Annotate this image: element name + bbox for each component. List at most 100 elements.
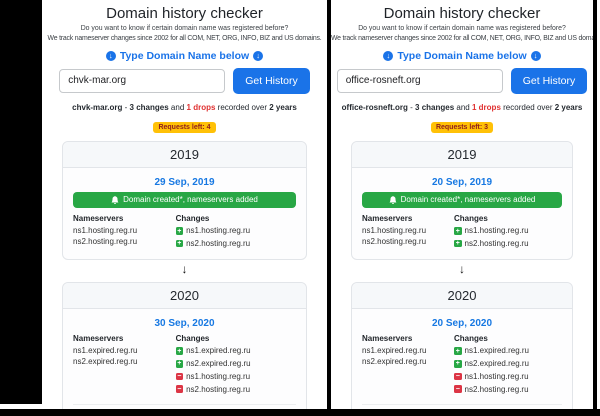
arrow-down-icon: ↓ (459, 261, 465, 276)
add-icon: + (454, 347, 462, 355)
banner-text: Domain created*, nameservers added (400, 195, 536, 205)
history-entry: 20 Sep, 2019 Domain created*, nameserver… (362, 177, 562, 251)
get-history-button[interactable]: Get History (233, 67, 310, 94)
page-title: Domain history checker (383, 5, 541, 22)
black-left-bar (0, 0, 42, 404)
change-host: ns2.hosting.reg.ru (464, 384, 529, 394)
change-host: ns1.hosting.reg.ru (186, 371, 251, 381)
subtitle-line-2: We track nameserver changes since 2002 f… (331, 35, 593, 43)
change-host: ns1.hosting.reg.ru (186, 226, 251, 236)
nameserver: ns2.expired.reg.ru (73, 357, 138, 367)
summary-line: chvk-mar.org - 3 changes and 1 drops rec… (42, 103, 327, 112)
year-header: 2020 (352, 282, 572, 309)
entry-divider (362, 404, 562, 406)
change-row: + ns2.expired.reg.ru (175, 358, 296, 369)
change-row: − ns2.hosting.reg.ru (175, 384, 296, 395)
subtitle-line-1: Do you want to know if certain domain na… (80, 25, 289, 32)
change-host: ns2.expired.reg.ru (464, 359, 529, 369)
changes-header: Changes (454, 333, 488, 343)
add-icon: + (454, 239, 462, 248)
change-row: + ns1.hosting.reg.ru (175, 225, 296, 236)
add-icon: + (454, 360, 462, 368)
add-icon: + (175, 360, 184, 368)
change-row: + ns2.hosting.reg.ru (454, 238, 562, 249)
nameservers-header: Nameservers (362, 213, 413, 223)
nameserver: ns1.expired.reg.ru (73, 345, 138, 355)
entry-date: 20 Sep, 2019 (431, 176, 493, 188)
change-host: ns2.hosting.reg.ru (186, 239, 251, 249)
changes-header: Changes (175, 213, 210, 223)
nameservers-header: Nameservers (73, 333, 124, 343)
black-bottom-bar (0, 409, 600, 416)
add-icon: + (175, 227, 184, 235)
nameserver: ns2.hosting.reg.ru (362, 237, 427, 247)
changes-header: Changes (175, 333, 210, 343)
bell-icon (111, 195, 119, 204)
arrow-down-icon: ↓ (181, 261, 188, 276)
entry-divider (73, 404, 296, 406)
get-history-button[interactable]: Get History (510, 67, 588, 94)
nameserver: ns2.hosting.reg.ru (73, 237, 138, 247)
add-icon: + (175, 347, 184, 355)
prompt-row: ↓ Type Domain Name below ↓ (42, 50, 327, 62)
change-host: ns1.hosting.reg.ru (464, 226, 529, 236)
history-entry: 29 Sep, 2019 Domain created*, nameserver… (73, 177, 296, 251)
summary-domain: office-rosneft.org (341, 102, 408, 112)
summary-changes: 3 changes (129, 102, 169, 112)
arrow-down-circle-icon: ↓ (253, 50, 264, 61)
summary-recorded: recorded over (217, 102, 268, 112)
remove-icon: − (454, 385, 462, 393)
add-icon: + (175, 239, 184, 248)
summary-years: 2 years (269, 102, 297, 112)
change-host: ns2.hosting.reg.ru (464, 239, 529, 249)
change-row: + ns2.expired.reg.ru (454, 358, 562, 369)
remove-icon: − (454, 372, 462, 381)
summary-recorded: recorded over (503, 102, 553, 112)
black-middle-divider (327, 0, 331, 416)
change-row: − ns2.hosting.reg.ru (454, 384, 562, 395)
nameserver: ns2.expired.reg.ru (362, 357, 427, 367)
requests-left-badge: Requests left: 4 (153, 121, 216, 133)
domain-checker-panel-right: Domain history checker Do you want to kn… (331, 0, 593, 409)
black-right-border (593, 0, 597, 416)
summary-domain: chvk-mar.org (72, 102, 123, 112)
change-host: ns1.expired.reg.ru (186, 346, 251, 356)
domain-input[interactable] (59, 68, 226, 93)
change-row: − ns1.hosting.reg.ru (454, 371, 562, 382)
domain-input[interactable] (336, 68, 503, 93)
history-entry: 30 Sep, 2020 Nameservers ns1.expired.reg… (73, 318, 296, 396)
remove-icon: − (175, 385, 184, 393)
entry-date: 29 Sep, 2019 (154, 176, 215, 188)
bell-icon (389, 195, 397, 204)
summary-dash: - (124, 102, 128, 112)
changes-header: Changes (454, 213, 488, 223)
arrow-down-circle-icon: ↓ (105, 50, 116, 61)
domain-created-banner: Domain created*, nameservers added (362, 191, 562, 208)
prompt-label: Type Domain Name below (397, 49, 527, 62)
nameserver: ns1.hosting.reg.ru (73, 225, 138, 235)
change-host: ns2.hosting.reg.ru (186, 384, 251, 394)
change-row: + ns2.hosting.reg.ru (175, 238, 296, 249)
change-host: ns1.expired.reg.ru (464, 346, 529, 356)
summary-drops: 1 drops (472, 102, 501, 112)
domain-checker-panel-left: Domain history checker Do you want to kn… (42, 0, 327, 409)
year-header: 2020 (63, 282, 306, 309)
entry-date: 20 Sep, 2020 (431, 317, 493, 329)
year-card-2020: 2020 20 Sep, 2020 Nameservers ns1.expire… (351, 281, 573, 409)
summary-drops: 1 drops (186, 102, 216, 112)
summary-dash: - (410, 102, 413, 112)
nameservers-header: Nameservers (362, 333, 413, 343)
summary-years: 2 years (554, 102, 583, 112)
summary-and: and (170, 102, 185, 112)
prompt-row: ↓ Type Domain Name below ↓ (331, 50, 593, 62)
history-entry: 20 Sep, 2020 Nameservers ns1.expired.reg… (362, 318, 562, 396)
year-card-2020: 2020 30 Sep, 2020 Nameservers ns1.expire… (62, 281, 307, 409)
change-row: − ns1.hosting.reg.ru (175, 371, 296, 382)
domain-created-banner: Domain created*, nameservers added (73, 191, 296, 208)
page-title: Domain history checker (106, 5, 263, 22)
summary-and: and (456, 102, 470, 112)
year-card-2019: 2019 20 Sep, 2019 Domain created*, names… (351, 140, 573, 260)
nameserver: ns1.hosting.reg.ru (362, 225, 427, 235)
banner-text: Domain created*, nameservers added (123, 195, 258, 205)
